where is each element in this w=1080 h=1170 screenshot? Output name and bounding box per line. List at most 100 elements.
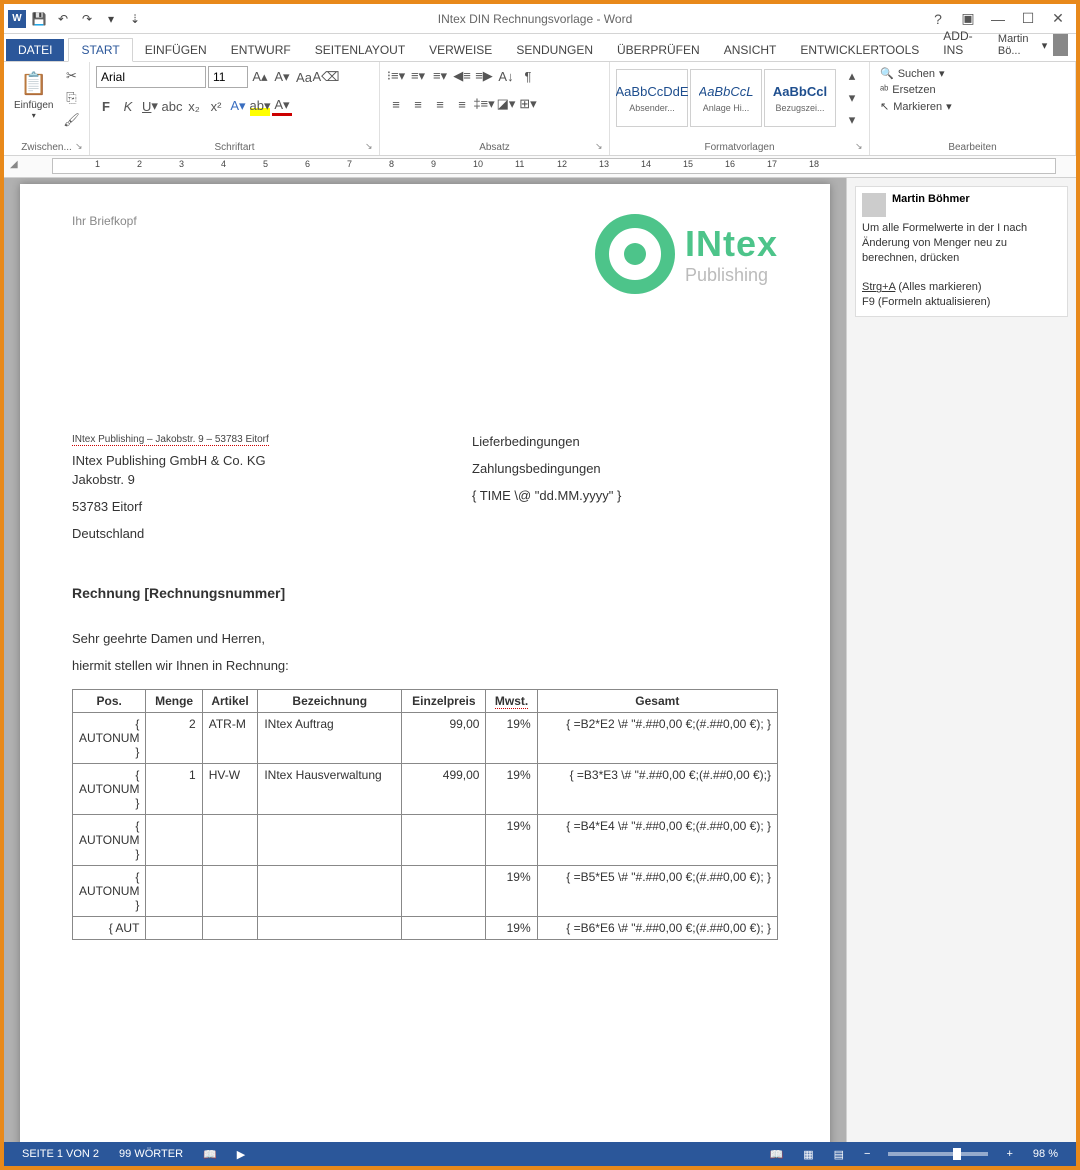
clear-format-icon[interactable]: A⌫	[316, 67, 336, 87]
shrink-font-icon[interactable]: A▾	[272, 67, 292, 87]
read-mode-icon[interactable]: 📖	[760, 1148, 794, 1161]
font-color-icon[interactable]: A▾	[272, 96, 292, 116]
decrease-indent-icon[interactable]: ◀≡	[452, 66, 472, 86]
tab-file[interactable]: DATEI	[6, 39, 64, 61]
style-item[interactable]: AaBbCcDdE Absender...	[616, 69, 688, 127]
sort-icon[interactable]: A↓	[496, 66, 516, 86]
ruler[interactable]: ◢ 123456789101112131415161718	[4, 156, 1076, 178]
web-layout-icon[interactable]: ▤	[824, 1148, 854, 1161]
maximize-icon[interactable]: ☐	[1014, 7, 1042, 31]
replace-icon: ᵃᵇ	[880, 84, 888, 96]
redo-icon[interactable]: ↷	[76, 8, 98, 30]
zoom-in-icon[interactable]: +	[996, 1148, 1022, 1160]
cell-mwst: 19%	[486, 917, 537, 940]
bold-icon[interactable]: F	[96, 96, 116, 116]
select-button[interactable]: ↖Markieren ▾	[876, 99, 956, 114]
align-right-icon[interactable]: ≡	[430, 94, 450, 114]
shading-icon[interactable]: ◪▾	[496, 94, 516, 114]
close-icon[interactable]: ✕	[1044, 7, 1072, 31]
tab-layout[interactable]: SEITENLAYOUT	[303, 39, 417, 61]
tab-design[interactable]: ENTWURF	[219, 39, 303, 61]
multilevel-icon[interactable]: ≡▾	[430, 66, 450, 86]
print-layout-icon[interactable]: ▦	[793, 1148, 823, 1161]
grow-font-icon[interactable]: A▴	[250, 67, 270, 87]
letterhead-placeholder: Ihr Briefkopf	[72, 214, 137, 228]
paste-button[interactable]: 📋 Einfügen ▾	[10, 66, 57, 122]
increase-indent-icon[interactable]: ≡▶	[474, 66, 494, 86]
th-mwst: Mwst.	[486, 690, 537, 713]
tab-references[interactable]: VERWEISE	[417, 39, 504, 61]
format-painter-icon[interactable]: 🖌	[61, 110, 81, 130]
th-bezeichnung: Bezeichnung	[258, 690, 402, 713]
avatar	[862, 193, 886, 217]
replace-button[interactable]: ᵃᵇErsetzen	[876, 83, 956, 97]
tab-mailings[interactable]: SENDUNGEN	[504, 39, 605, 61]
change-case-icon[interactable]: Aa	[294, 67, 314, 87]
bullets-icon[interactable]: ⁝≡▾	[386, 66, 406, 86]
page[interactable]: Ihr Briefkopf INtex Publishing INtex Pub…	[20, 184, 830, 1142]
logo-name: INtex	[685, 223, 778, 265]
macro-icon[interactable]: ▶	[227, 1148, 255, 1161]
undo-icon[interactable]: ↶	[52, 8, 74, 30]
style-down-icon[interactable]: ▾	[842, 88, 862, 108]
intro-text: hiermit stellen wir Ihnen in Rechnung:	[72, 658, 778, 673]
th-artikel: Artikel	[202, 690, 258, 713]
qat-customize-icon[interactable]: ▾	[100, 8, 122, 30]
save-icon[interactable]: 💾	[28, 8, 50, 30]
strike-icon[interactable]: abc	[162, 96, 182, 116]
document-canvas[interactable]: Ihr Briefkopf INtex Publishing INtex Pub…	[4, 178, 846, 1142]
style-item[interactable]: AaBbCcl Bezugszei...	[764, 69, 836, 127]
avatar	[1053, 34, 1068, 56]
cell-gesamt: { =B6*E6 \# "#.##0,00 €;(#.##0,00 €); }	[537, 917, 777, 940]
user-account[interactable]: Martin Bö... ▾	[990, 29, 1076, 61]
subscript-icon[interactable]: x₂	[184, 96, 204, 116]
align-center-icon[interactable]: ≡	[408, 94, 428, 114]
show-marks-icon[interactable]: ¶	[518, 66, 538, 86]
tab-addins[interactable]: ADD-INS	[931, 25, 990, 61]
copy-icon[interactable]: ⎘	[61, 88, 81, 108]
tab-start[interactable]: START	[68, 38, 132, 62]
zoom-slider[interactable]	[888, 1152, 988, 1156]
tab-developer[interactable]: ENTWICKLERTOOLS	[788, 39, 931, 61]
zoom-level[interactable]: 98 %	[1023, 1148, 1068, 1160]
qat-more-icon[interactable]: ⇣	[124, 8, 146, 30]
borders-icon[interactable]: ⊞▾	[518, 94, 538, 114]
highlight-icon[interactable]: ab▾	[250, 96, 270, 116]
zoom-out-icon[interactable]: −	[854, 1148, 880, 1160]
search-icon: 🔍	[880, 67, 894, 80]
launcher-icon[interactable]: ↘	[595, 141, 607, 153]
comment[interactable]: Martin Böhmer Um alle Formelwerte in der…	[855, 186, 1068, 317]
text-effects-icon[interactable]: A▾	[228, 96, 248, 116]
font-name-select[interactable]	[96, 66, 206, 88]
cell-bezeichnung: INtex Hausverwaltung	[258, 764, 402, 815]
launcher-icon[interactable]: ↘	[365, 141, 377, 153]
cell-einzelpreis: 99,00	[402, 713, 486, 764]
find-button[interactable]: 🔍Suchen ▾	[876, 66, 956, 81]
delivery-terms: Lieferbedingungen	[472, 434, 778, 449]
tab-review[interactable]: ÜBERPRÜFEN	[605, 39, 712, 61]
tab-view[interactable]: ANSICHT	[712, 39, 789, 61]
launcher-icon[interactable]: ↘	[855, 141, 867, 153]
launcher-icon[interactable]: ↘	[75, 141, 87, 153]
ruler-toggle-icon[interactable]: ◢	[10, 159, 18, 170]
tab-insert[interactable]: EINFÜGEN	[133, 39, 219, 61]
align-left-icon[interactable]: ≡	[386, 94, 406, 114]
superscript-icon[interactable]: x²	[206, 96, 226, 116]
justify-icon[interactable]: ≡	[452, 94, 472, 114]
style-more-icon[interactable]: ▾	[842, 110, 862, 130]
style-item[interactable]: AaBbCcL Anlage Hi...	[690, 69, 762, 127]
italic-icon[interactable]: K	[118, 96, 138, 116]
address-line: INtex Publishing GmbH & Co. KG	[72, 453, 392, 468]
font-size-select[interactable]	[208, 66, 248, 88]
proofing-icon[interactable]: 📖	[193, 1148, 227, 1161]
status-page[interactable]: SEITE 1 VON 2	[12, 1148, 109, 1160]
style-up-icon[interactable]: ▴	[842, 66, 862, 86]
status-words[interactable]: 99 WÖRTER	[109, 1148, 193, 1160]
cell-artikel	[202, 866, 258, 917]
cell-bezeichnung: INtex Auftrag	[258, 713, 402, 764]
line-spacing-icon[interactable]: ‡≡▾	[474, 94, 494, 114]
th-menge: Menge	[146, 690, 202, 713]
cut-icon[interactable]: ✂	[61, 66, 81, 86]
underline-icon[interactable]: U▾	[140, 96, 160, 116]
numbering-icon[interactable]: ≡▾	[408, 66, 428, 86]
